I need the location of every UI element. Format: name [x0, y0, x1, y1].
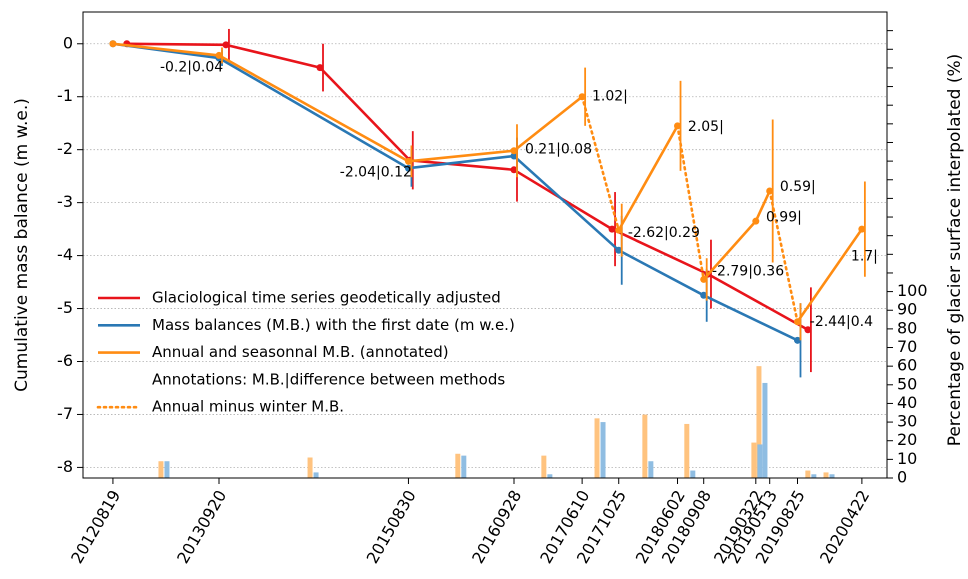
y2-tick-label: 70: [897, 337, 917, 356]
point: [700, 275, 708, 283]
y2-tick-label: 90: [897, 300, 917, 319]
point: [700, 291, 708, 299]
point: [752, 217, 760, 225]
point: [404, 157, 412, 165]
percent-bar: [756, 366, 762, 478]
percent-bar: [307, 457, 313, 478]
percent-bar: [690, 470, 696, 478]
percent-bar: [829, 474, 835, 478]
percent-bar: [600, 422, 606, 478]
y-tick-label: 0: [63, 33, 73, 52]
annotation: 2.05|: [688, 119, 724, 135]
percent-bar: [158, 461, 164, 478]
y-tick-label: -3: [57, 192, 73, 211]
percent-bar: [757, 444, 763, 478]
annotation: 0.21|0.08: [525, 142, 592, 158]
y2-tick-label: 20: [897, 430, 917, 449]
percent-bar: [164, 461, 170, 478]
point: [109, 40, 117, 48]
percent-bar: [811, 474, 817, 478]
point: [222, 41, 230, 49]
percent-bar: [547, 474, 553, 478]
y2-tick-label: 30: [897, 412, 917, 431]
percent-bar: [541, 455, 547, 478]
legend-label: Glaciological time series geodetically a…: [152, 289, 501, 307]
x-tick-label: 20120819: [67, 487, 124, 567]
point: [858, 225, 866, 233]
annotation: 0.99|: [766, 209, 802, 225]
percent-bar: [751, 442, 757, 478]
y-tick-label: -8: [57, 457, 73, 476]
percent-bar: [455, 453, 461, 478]
x-tick-label: 20200422: [816, 487, 873, 567]
percent-bar: [805, 470, 811, 478]
percent-bar: [313, 472, 319, 478]
series-line: [580, 95, 799, 324]
y-tick-label: -4: [57, 245, 73, 264]
point: [804, 326, 812, 334]
y2-tick-label: 50: [897, 374, 917, 393]
y2-tick-label: 80: [897, 318, 917, 337]
percent-bar: [642, 414, 648, 478]
percent-bar: [648, 461, 654, 478]
point: [404, 164, 412, 172]
point: [615, 246, 623, 254]
y-tick-label: -5: [57, 298, 73, 317]
x-tick-label: 20160928: [468, 487, 525, 567]
annotation: -2.44|0.4: [810, 314, 873, 330]
y2-tick-label: 40: [897, 393, 917, 412]
point: [608, 225, 616, 233]
point: [215, 51, 223, 59]
y2-tick-label: 60: [897, 356, 917, 375]
legend-label: Annual minus winter M.B.: [152, 398, 344, 416]
y2-axis-label: Percentage of glacier surface interpolat…: [945, 54, 965, 447]
plot-frame: [82, 11, 888, 479]
annotation: -2.62|0.29: [628, 225, 700, 241]
annotation: 1.02|: [592, 89, 628, 105]
y-axis-label: Cumulative mass balance (m w.e.): [12, 98, 32, 392]
y2-tick-label: 0: [897, 468, 907, 487]
y-tick-label: -6: [57, 351, 73, 370]
percent-bar: [594, 418, 600, 478]
y-tick-label: -1: [57, 86, 73, 105]
annotation: -2.04|0.12: [340, 164, 412, 180]
point: [510, 147, 518, 155]
x-tick-label: 20130920: [173, 487, 230, 567]
y2-tick-label: 10: [897, 449, 917, 468]
x-tick-label: 20150830: [363, 487, 420, 567]
percent-bar: [684, 423, 690, 478]
annotation: 0.59|: [780, 179, 816, 195]
annotation: -2.79|0.36: [712, 263, 784, 279]
point: [510, 166, 518, 174]
series-line: [126, 42, 809, 331]
annotation: -0.2|0.04: [160, 60, 223, 76]
percent-bar: [461, 455, 467, 478]
legend-label: Annual and seasonnal M.B. (annotated): [152, 343, 449, 361]
y-tick-label: -7: [57, 404, 73, 423]
y2-tick-label: 100: [897, 281, 928, 300]
series-line: [112, 42, 863, 323]
percent-bar: [823, 472, 829, 478]
annotation: 1.7|: [851, 249, 878, 265]
y-tick-label: -2: [57, 139, 73, 158]
point: [793, 336, 801, 344]
point: [510, 152, 518, 160]
point: [316, 64, 324, 72]
percent-bar: [762, 382, 768, 478]
legend-note: Annotations: M.B.|difference between met…: [152, 370, 505, 388]
legend-label: Mass balances (M.B.) with the first date…: [152, 316, 515, 334]
